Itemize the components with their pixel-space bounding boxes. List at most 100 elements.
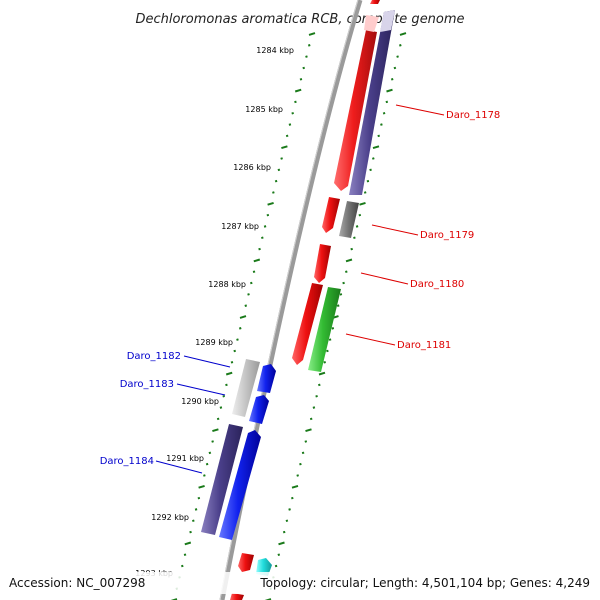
minor-tick: [208, 451, 212, 455]
minor-tick: [233, 349, 237, 353]
minor-tick: [216, 417, 220, 421]
major-tick: [212, 428, 219, 433]
major-tick: [198, 484, 205, 489]
minor-tick: [192, 519, 195, 523]
gene-arrow[interactable]: [201, 424, 243, 535]
gene-arrow[interactable]: [349, 10, 395, 195]
gene-arrow[interactable]: [219, 430, 261, 540]
minor-tick: [342, 281, 345, 285]
minor-tick: [307, 44, 311, 47]
reverse-strand-genes: [201, 359, 276, 600]
gene-arrow[interactable]: [238, 553, 254, 572]
minor-tick: [211, 440, 214, 443]
minor-tick: [282, 530, 286, 534]
minor-tick: [369, 168, 372, 172]
gene-labels: Daro_1178 Daro_1179 Daro_1180 Daro_1181 …: [100, 110, 501, 467]
tick-label: 1285 kbp: [245, 105, 283, 114]
gene-arrow[interactable]: [339, 201, 359, 238]
minor-tick: [355, 225, 359, 228]
map-title: Dechloromonas aromatica RCB, complete ge…: [135, 12, 464, 27]
minor-tick: [315, 394, 318, 398]
minor-tick: [382, 111, 386, 115]
minor-tick: [277, 553, 281, 556]
gene-arrow[interactable]: [364, 15, 379, 32]
minor-tick: [372, 157, 375, 160]
minor-tick: [258, 247, 261, 251]
accession-text: Accession: NC_007298: [9, 576, 145, 590]
gene-arrow[interactable]: [334, 30, 377, 191]
gene-arrow[interactable]: [292, 283, 323, 365]
gene-arrow[interactable]: [314, 244, 331, 283]
major-tick: [225, 371, 233, 376]
tick-label: 1289 kbp: [195, 338, 233, 347]
minor-tick: [366, 179, 370, 183]
minor-tick: [236, 338, 239, 341]
minor-tick: [285, 134, 289, 138]
minor-tick: [238, 327, 242, 330]
gene-label-daro-1180[interactable]: Daro_1180: [410, 279, 464, 290]
minor-tick: [345, 270, 348, 273]
gene-arrow[interactable]: [322, 197, 340, 233]
minor-tick: [399, 44, 402, 47]
gene-arrow[interactable]: [380, 10, 395, 32]
major-tick: [318, 371, 326, 376]
label-leaders: [155, 104, 445, 474]
minor-tick: [197, 496, 201, 500]
tick-label: 1291 kbp: [166, 454, 204, 463]
minor-tick: [285, 519, 289, 523]
major-tick: [170, 598, 178, 600]
minor-tick: [396, 55, 399, 58]
minor-tick: [222, 394, 225, 398]
major-tick: [278, 541, 285, 546]
major-tick: [386, 88, 393, 93]
minor-tick: [393, 66, 397, 70]
gene-arrow[interactable]: [308, 287, 341, 372]
tick-label: 1290 kbp: [181, 397, 219, 406]
major-tick: [184, 541, 192, 546]
minor-tick: [350, 247, 353, 251]
minor-tick: [301, 451, 305, 455]
major-tick: [264, 598, 272, 600]
minor-tick: [280, 157, 283, 160]
gene-arrow[interactable]: [232, 359, 260, 417]
minor-tick: [385, 100, 389, 104]
gene-arrow[interactable]: [257, 364, 276, 393]
minor-tick: [266, 213, 270, 217]
minor-tick: [328, 338, 332, 341]
gene-arrow[interactable]: [370, 0, 380, 4]
minor-tick: [203, 474, 206, 477]
minor-tick: [183, 553, 187, 556]
minor-tick: [272, 191, 275, 194]
tick-label: 1286 kbp: [233, 163, 271, 172]
minor-tick: [274, 179, 278, 183]
minor-tick: [194, 508, 198, 511]
minor-tick: [299, 462, 302, 466]
gene-label-daro-1184[interactable]: Daro_1184: [100, 456, 154, 467]
major-tick: [345, 258, 353, 263]
gene-label-daro-1181[interactable]: Daro_1181: [397, 340, 451, 351]
minor-tick: [247, 293, 250, 296]
minor-tick: [291, 496, 294, 500]
minor-tick: [263, 225, 267, 228]
major-tick: [308, 32, 316, 36]
gene-label-daro-1183[interactable]: Daro_1183: [120, 379, 174, 390]
major-tick: [294, 88, 302, 93]
gene-label-daro-1178[interactable]: Daro_1178: [446, 110, 500, 121]
minor-tick: [180, 564, 184, 568]
minor-tick: [244, 304, 248, 307]
major-tick: [253, 258, 261, 263]
minor-tick: [225, 383, 228, 387]
gene-arrow[interactable]: [249, 395, 269, 424]
minor-tick: [336, 304, 340, 307]
major-tick: [372, 145, 380, 150]
minor-tick: [252, 270, 256, 273]
forward-strand-genes: [292, 0, 395, 372]
gene-label-daro-1179[interactable]: Daro_1179: [420, 230, 474, 241]
topology-text: Topology: circular; Length: 4,501,104 bp…: [259, 576, 590, 590]
gene-arrow[interactable]: [230, 593, 244, 600]
gene-arrow[interactable]: [256, 558, 272, 576]
minor-tick: [363, 191, 367, 194]
gene-label-daro-1182[interactable]: Daro_1182: [127, 351, 181, 362]
minor-tick: [249, 281, 253, 285]
minor-tick: [339, 293, 343, 296]
